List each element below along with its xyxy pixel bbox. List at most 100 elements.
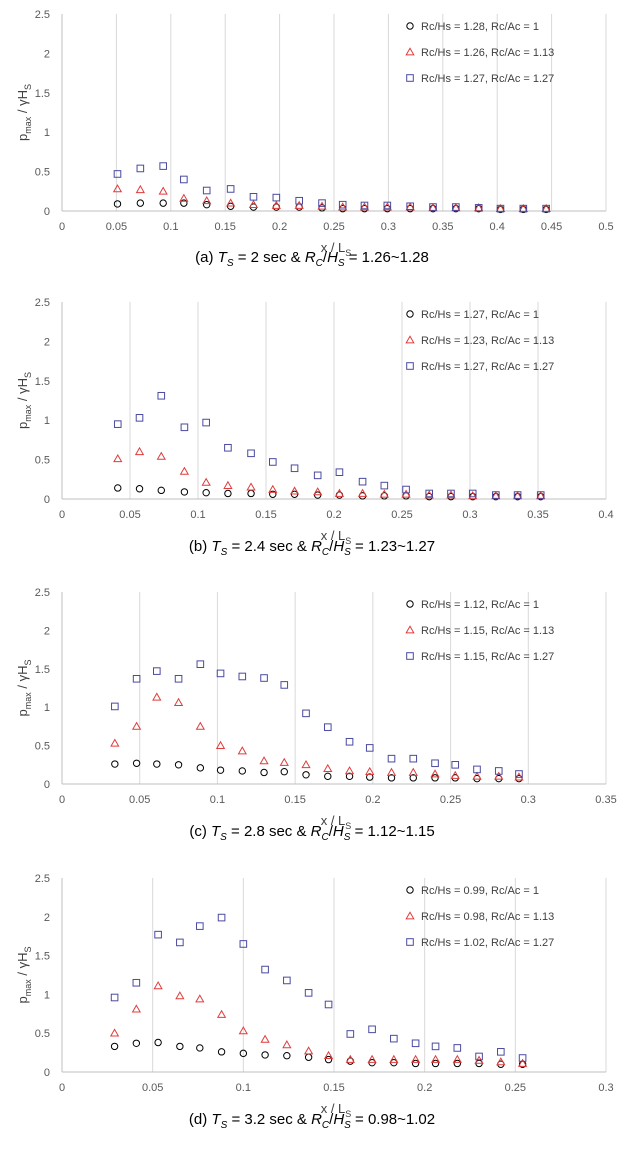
data-point (224, 489, 232, 498)
legend-label: Rc/Hs = 1.26, Rc/Ac = 1.13 (421, 47, 554, 59)
data-point (215, 740, 226, 749)
legend-marker (405, 625, 415, 634)
panel-caption: (a) TS = 2 sec & RC/HS = 1.26~1.28 (195, 249, 429, 269)
data-point (180, 175, 188, 184)
data-point (134, 446, 145, 456)
data-point (201, 477, 211, 486)
y-axis-label: pmax / γHS (15, 660, 33, 717)
data-point (389, 1054, 399, 1063)
data-point (431, 1059, 440, 1068)
data-point (283, 976, 291, 985)
data-point (283, 1052, 291, 1060)
data-point (237, 746, 247, 755)
data-point (401, 489, 411, 498)
x-tick-label: 0.4 (598, 509, 613, 521)
data-point (335, 468, 344, 477)
data-point (411, 1059, 420, 1068)
legend-marker (406, 600, 414, 608)
legend-marker (405, 335, 415, 344)
data-point (494, 767, 503, 775)
data-point (359, 202, 370, 211)
data-point (217, 913, 226, 922)
series-triangle (110, 692, 524, 781)
data-point (238, 1026, 248, 1035)
legend-label: Rc/Hs = 1.28, Rc/Ac = 1 (421, 21, 539, 33)
data-point (260, 1034, 270, 1043)
x-axis-label: x / LS (321, 240, 352, 258)
data-point (517, 1058, 528, 1067)
data-point (452, 203, 460, 211)
x-tick-label: 0 (59, 221, 65, 233)
y-tick-label: 1 (44, 989, 50, 1001)
series-circle (114, 484, 545, 501)
data-point (157, 391, 166, 400)
data-point (109, 1028, 120, 1037)
data-point (216, 1009, 227, 1018)
data-point (324, 772, 332, 781)
x-tick-label: 0.3 (521, 794, 536, 806)
data-point (269, 490, 277, 498)
data-point (217, 1048, 226, 1056)
legend-marker (406, 22, 414, 30)
data-point (132, 759, 141, 767)
x-tick-label: 0.4 (490, 221, 505, 233)
legend-marker (405, 47, 415, 56)
data-point (156, 451, 166, 460)
series-circle (111, 759, 523, 783)
data-point (195, 721, 205, 730)
legend-label: Rc/Hs = 1.12, Rc/Ac = 1 (421, 599, 539, 611)
data-point (368, 1025, 376, 1034)
legend-label: Rc/Hs = 1.02, Rc/Ac = 1.27 (421, 937, 554, 949)
data-point (382, 202, 392, 211)
data-point (154, 930, 162, 939)
data-point (344, 766, 355, 775)
data-point (380, 481, 389, 490)
x-axis-label: x / LS (321, 1101, 352, 1119)
series-square (111, 660, 523, 778)
y-tick-label: 1 (44, 127, 50, 139)
data-point (518, 1054, 527, 1062)
data-point (112, 184, 123, 193)
data-point (379, 489, 389, 498)
data-point (280, 768, 288, 776)
data-point (225, 198, 236, 207)
data-point (338, 200, 347, 209)
x-tick-label: 0.45 (541, 221, 562, 233)
data-point (345, 772, 354, 781)
x-tick-label: 0.15 (323, 1082, 344, 1094)
data-point (345, 1054, 355, 1063)
data-point (226, 185, 235, 193)
data-point (430, 769, 440, 778)
x-tick-label: 0.35 (527, 509, 548, 521)
data-point (180, 199, 188, 207)
data-point (131, 1004, 142, 1013)
legend-marker (406, 652, 414, 660)
y-tick-label: 0.5 (35, 1028, 50, 1040)
data-point (111, 760, 119, 768)
y-tick-label: 0 (44, 494, 50, 506)
y-tick-label: 1.5 (35, 664, 50, 676)
data-point (238, 767, 246, 775)
series-circle (110, 1038, 527, 1068)
data-point (447, 489, 455, 498)
data-point (453, 1044, 462, 1052)
data-point (408, 767, 418, 776)
x-tick-label: 0.2 (326, 509, 341, 521)
legend: Rc/Hs = 0.99, Rc/Ac = 1 Rc/Hs = 0.98, Rc/… (405, 885, 554, 949)
data-point (261, 1051, 269, 1059)
data-point (472, 771, 482, 780)
y-tick-label: 2 (44, 336, 50, 348)
data-point (386, 767, 397, 776)
data-point (542, 204, 550, 213)
data-point (196, 764, 205, 772)
data-point (383, 201, 392, 210)
data-point (429, 203, 437, 211)
data-point (152, 692, 162, 701)
x-tick-label: 0.15 (284, 794, 305, 806)
y-axis-label: pmax / γHS (15, 947, 33, 1004)
data-point (239, 1049, 248, 1058)
legend: Rc/Hs = 1.28, Rc/Ac = 1 Rc/Hs = 1.26, Rc/… (405, 21, 554, 85)
data-point (259, 756, 269, 765)
data-point (324, 1055, 333, 1064)
